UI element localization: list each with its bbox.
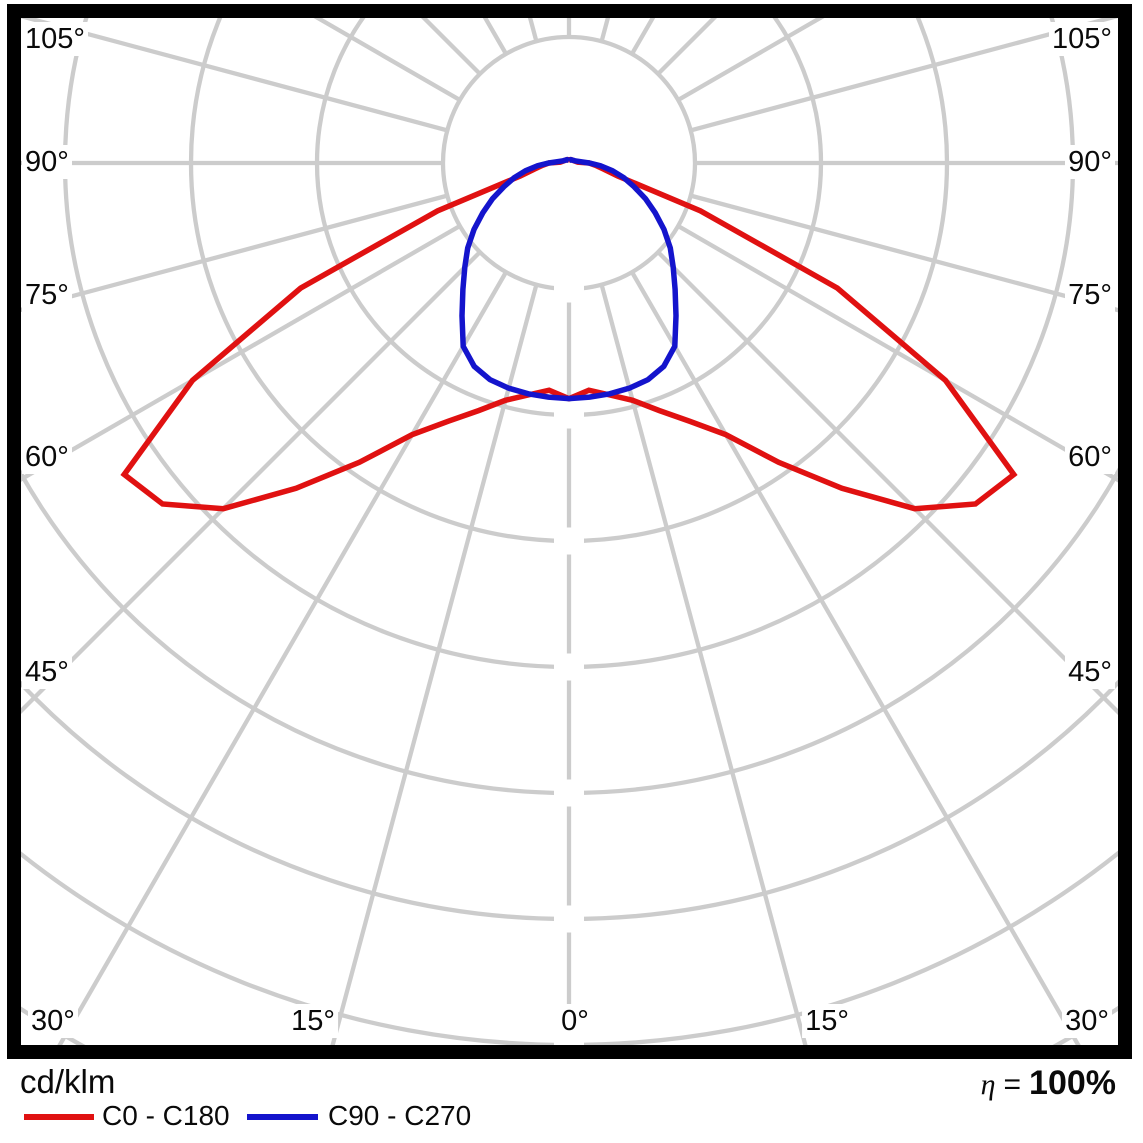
gamma-label-bottom-15R: 15° <box>802 1004 852 1038</box>
curve-c90-c270 <box>459 156 679 402</box>
gamma-label-bottom-30R: 30° <box>1062 1004 1112 1038</box>
gamma-label-right-105: 105° <box>1049 22 1115 56</box>
legend-swatch-c0 <box>24 1114 94 1120</box>
gamma-label-bottom-30L: 30° <box>28 1004 78 1038</box>
eta-equals: = <box>1003 1068 1022 1101</box>
gamma-label-left-90: 90° <box>22 145 72 179</box>
gamma-label-right-60: 60° <box>1065 440 1115 474</box>
eta-value: 100% <box>1029 1064 1116 1102</box>
eta-symbol: η <box>980 1068 996 1101</box>
efficiency-readout: η = 100% <box>981 1064 1116 1103</box>
gamma-label-left-75: 75° <box>22 278 72 312</box>
legend-swatch-c90 <box>247 1114 318 1120</box>
gamma-label-right-90: 90° <box>1065 145 1115 179</box>
gamma-label-bottom-0: 0° <box>558 1004 592 1038</box>
grid-axis-gap-mask <box>554 278 584 1045</box>
legend-label-c0: C0 - C180 <box>102 1100 230 1131</box>
chart-frame <box>7 4 1132 1059</box>
gamma-label-right-45: 45° <box>1065 655 1115 689</box>
gamma-label-left-60: 60° <box>22 440 72 474</box>
unit-label: cd/klm <box>20 1063 116 1100</box>
gamma-label-bottom-15L: 15° <box>288 1004 338 1038</box>
gamma-label-left-105: 105° <box>22 22 88 56</box>
legend-label-c90: C90 - C270 <box>328 1100 472 1131</box>
gamma-label-left-45: 45° <box>22 655 72 689</box>
gamma-label-right-75: 75° <box>1065 278 1115 312</box>
